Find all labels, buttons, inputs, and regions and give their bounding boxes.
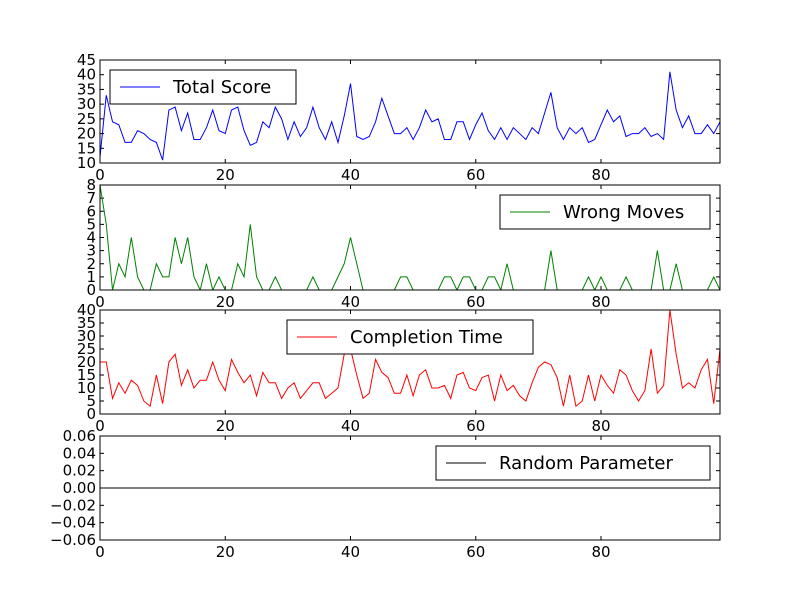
y-tick-label: 30 bbox=[77, 327, 96, 345]
x-tick-label: 20 bbox=[216, 417, 235, 435]
axes-frame bbox=[99, 59, 721, 164]
x-tick-label: 80 bbox=[591, 293, 610, 311]
x-tick-label: 60 bbox=[466, 293, 485, 311]
series-line bbox=[100, 185, 720, 290]
legend: Wrong Moves bbox=[499, 194, 711, 230]
y-tick-label: 45 bbox=[77, 51, 96, 69]
y-tick-label: 10 bbox=[77, 379, 96, 397]
x-tick-label: 80 bbox=[591, 166, 610, 184]
axes-frame bbox=[99, 309, 721, 415]
y-tick-label: 40 bbox=[77, 66, 96, 84]
y-tick-label: 15 bbox=[77, 139, 96, 157]
x-tick-label: 80 bbox=[591, 543, 610, 561]
x-tick-label: 40 bbox=[341, 417, 360, 435]
x-tick-label: 0 bbox=[95, 293, 105, 311]
series-line bbox=[100, 310, 720, 408]
y-tick-label: 35 bbox=[77, 80, 96, 98]
y-tick-label: 30 bbox=[77, 95, 96, 113]
y-tick-label: 0.00 bbox=[63, 479, 96, 497]
y-tick-label: 6 bbox=[86, 202, 96, 220]
y-tick-label: −0.04 bbox=[50, 514, 96, 532]
y-tick-label: 0 bbox=[86, 281, 96, 299]
y-tick-label: 35 bbox=[77, 314, 96, 332]
legend-label: Random Parameter bbox=[499, 453, 673, 474]
legend-label: Total Score bbox=[172, 77, 271, 98]
y-tick-label: 5 bbox=[86, 392, 96, 410]
x-tick-label: 20 bbox=[216, 543, 235, 561]
y-tick-label: 40 bbox=[77, 301, 96, 319]
legend: Completion Time bbox=[286, 319, 534, 355]
legend: Random Parameter bbox=[435, 445, 711, 481]
y-tick-label: 25 bbox=[77, 340, 96, 358]
x-tick-label: 40 bbox=[341, 166, 360, 184]
y-tick-label: 25 bbox=[77, 110, 96, 128]
y-tick-label: 0.04 bbox=[63, 444, 96, 462]
axes-frame bbox=[99, 184, 721, 291]
x-tick-label: 20 bbox=[216, 293, 235, 311]
y-tick-label: 0 bbox=[86, 405, 96, 423]
y-tick-label: 4 bbox=[86, 229, 96, 247]
x-tick-label: 60 bbox=[466, 543, 485, 561]
x-tick-label: 60 bbox=[466, 166, 485, 184]
x-tick-label: 0 bbox=[95, 417, 105, 435]
x-tick-label: 0 bbox=[95, 543, 105, 561]
x-tick-label: 40 bbox=[341, 543, 360, 561]
y-tick-label: 10 bbox=[77, 154, 96, 172]
x-tick-label: 20 bbox=[216, 166, 235, 184]
y-tick-label: −0.02 bbox=[50, 496, 96, 514]
y-tick-label: 3 bbox=[86, 242, 96, 260]
y-tick-label: 1 bbox=[86, 268, 96, 286]
legend: Total Score bbox=[109, 69, 297, 105]
y-tick-label: 5 bbox=[86, 215, 96, 233]
x-tick-label: 80 bbox=[591, 417, 610, 435]
y-tick-label: 15 bbox=[77, 366, 96, 384]
y-tick-label: 0.02 bbox=[63, 462, 96, 480]
y-tick-label: 7 bbox=[86, 189, 96, 207]
y-tick-label: −0.06 bbox=[50, 531, 96, 549]
subplot-4: −0.06−0.04−0.020.000.020.040.06 0 20 40 60 80… bbox=[50, 427, 721, 561]
y-tick-label: 20 bbox=[77, 125, 96, 143]
y-tick-label: 8 bbox=[86, 176, 96, 194]
legend-label: Completion Time bbox=[350, 327, 503, 348]
y-tick-label: 20 bbox=[77, 353, 96, 371]
axes-frame bbox=[99, 435, 721, 541]
series-line bbox=[100, 71, 720, 161]
x-tick-label: 40 bbox=[341, 293, 360, 311]
x-tick-label: 60 bbox=[466, 417, 485, 435]
legend-label: Wrong Moves bbox=[563, 202, 684, 223]
y-tick-label: 2 bbox=[86, 255, 96, 273]
y-tick-label: 0.06 bbox=[63, 427, 96, 445]
x-tick-label: 0 bbox=[95, 166, 105, 184]
